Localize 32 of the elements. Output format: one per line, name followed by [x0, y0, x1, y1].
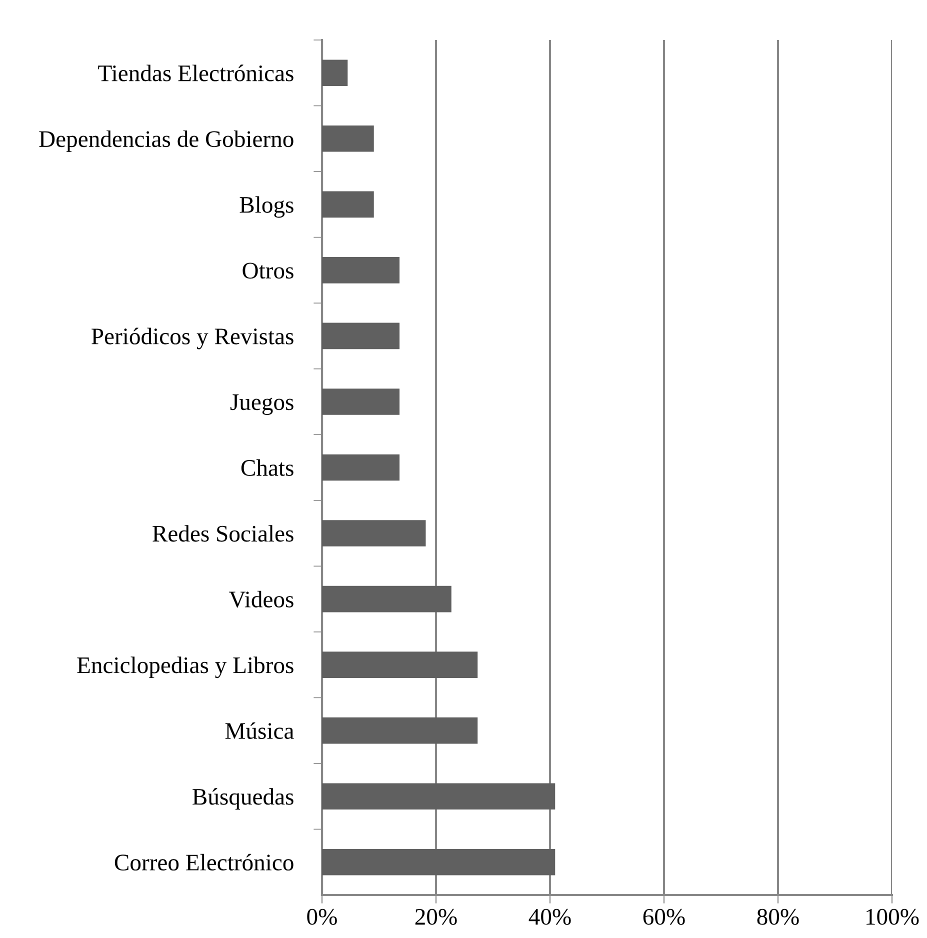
y-tick-label: Juegos	[230, 394, 294, 415]
y-tick-label: Chats	[241, 459, 294, 476]
bar	[322, 783, 556, 810]
bar	[322, 717, 478, 744]
y-tick-label: Videos	[229, 590, 294, 608]
bar	[322, 322, 400, 350]
bar	[322, 652, 478, 678]
x-tick-label: 0%	[307, 908, 337, 925]
y-tick-label: Otros	[242, 262, 294, 279]
bar	[322, 388, 400, 415]
x-tick-label: 100%	[866, 908, 919, 925]
bar	[322, 848, 556, 876]
bar	[322, 454, 400, 481]
x-tick-label: 60%	[643, 908, 685, 925]
y-tick-label: Dependencias de Gobierno	[39, 130, 294, 152]
bar	[322, 520, 426, 546]
y-tick-label: Tiendas Electrónicas	[98, 64, 294, 82]
bar	[322, 586, 452, 612]
x-tick-label: 40%	[528, 908, 571, 925]
bar	[322, 126, 374, 152]
bar	[322, 257, 400, 284]
y-tick-label: Búsquedas	[192, 788, 294, 810]
bar	[322, 191, 374, 218]
x-tick-label: 80%	[757, 908, 799, 925]
y-tick-label: Correo Electrónico	[114, 854, 294, 871]
x-tick-label: 20%	[415, 908, 457, 925]
y-tick-label: Enciclopedias y Libros	[77, 656, 294, 678]
y-tick-label: Blogs	[240, 196, 294, 218]
y-tick-label: Música	[225, 722, 294, 739]
y-tick-label: Redes Sociales	[152, 525, 294, 542]
y-tick-label: Periódicos y Revistas	[92, 328, 294, 350]
bar	[322, 60, 348, 86]
